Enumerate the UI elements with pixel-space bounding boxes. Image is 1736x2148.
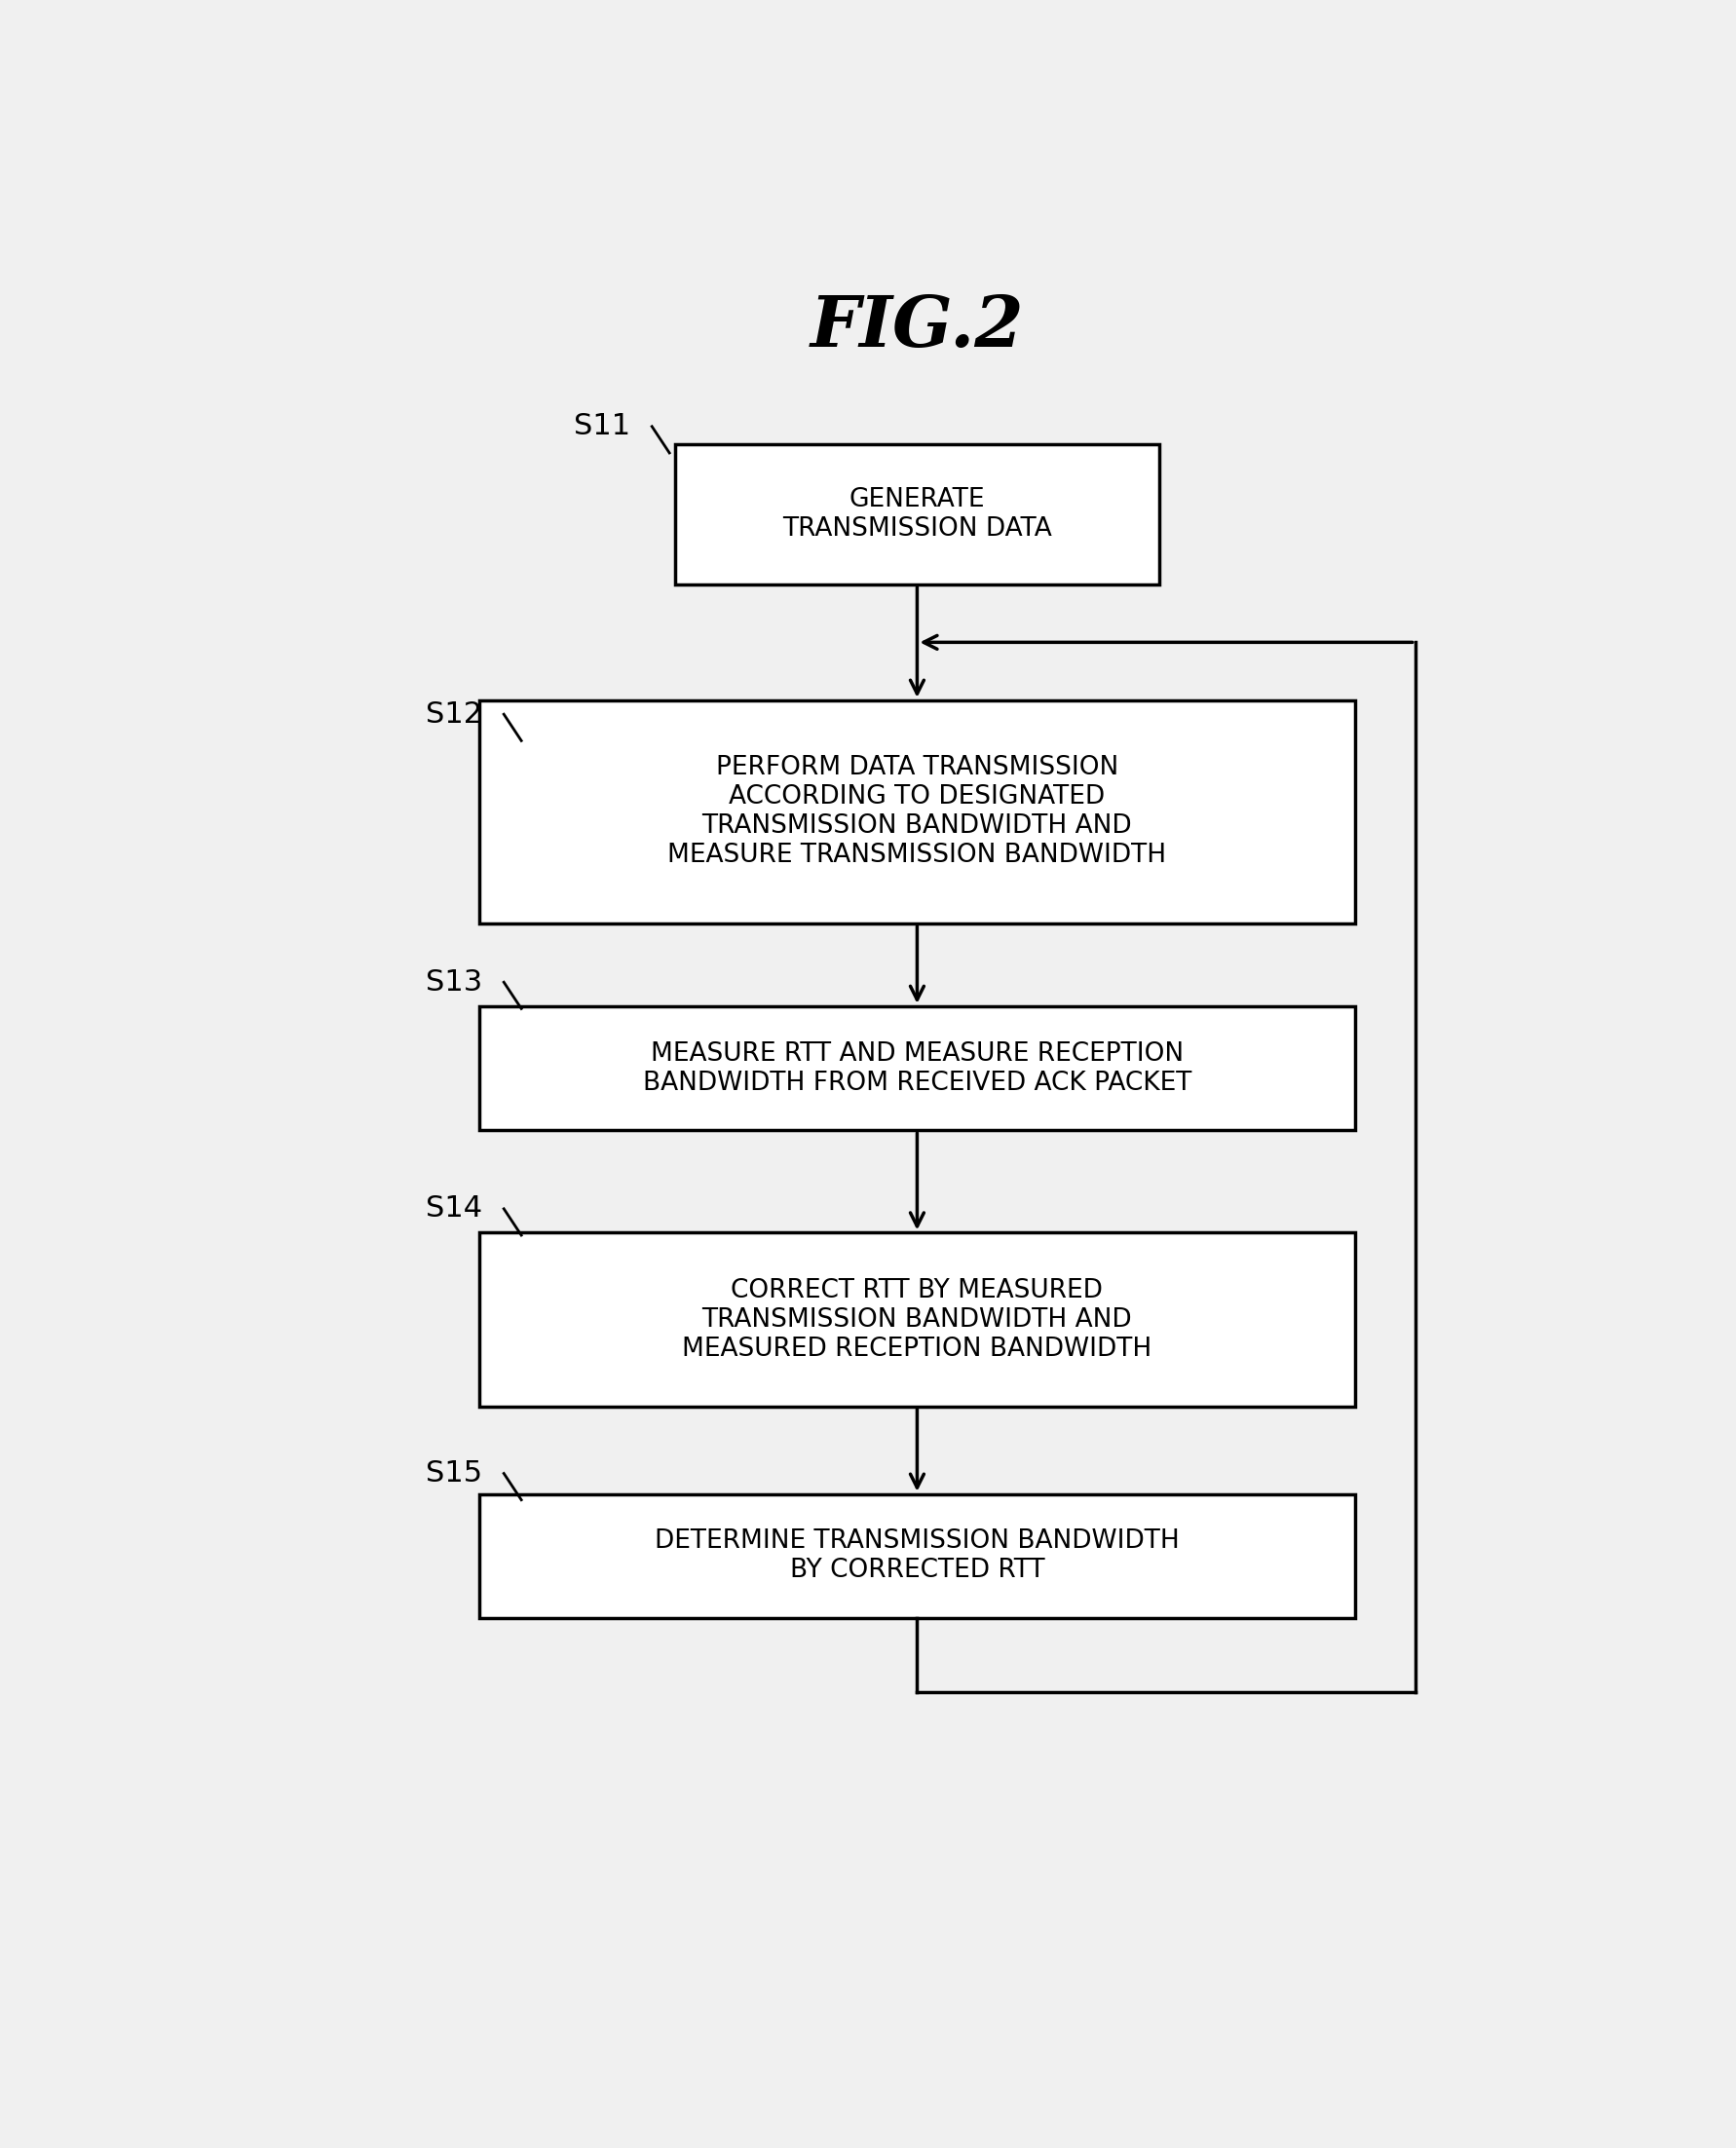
Text: CORRECT RTT BY MEASURED
TRANSMISSION BANDWIDTH AND
MEASURED RECEPTION BANDWIDTH: CORRECT RTT BY MEASURED TRANSMISSION BAN… (682, 1278, 1151, 1362)
Text: S13: S13 (425, 969, 483, 997)
Text: DETERMINE TRANSMISSION BANDWIDTH
BY CORRECTED RTT: DETERMINE TRANSMISSION BANDWIDTH BY CORR… (654, 1529, 1179, 1583)
Text: S14: S14 (425, 1194, 483, 1222)
Bar (479, 1233, 1354, 1407)
Bar (674, 445, 1160, 584)
Text: PERFORM DATA TRANSMISSION
ACCORDING TO DESIGNATED
TRANSMISSION BANDWIDTH AND
MEA: PERFORM DATA TRANSMISSION ACCORDING TO D… (667, 756, 1167, 868)
Text: MEASURE RTT AND MEASURE RECEPTION
BANDWIDTH FROM RECEIVED ACK PACKET: MEASURE RTT AND MEASURE RECEPTION BANDWI… (642, 1042, 1191, 1095)
Bar (479, 700, 1354, 924)
Text: FIG.2: FIG.2 (809, 292, 1024, 361)
Text: GENERATE
TRANSMISSION DATA: GENERATE TRANSMISSION DATA (781, 488, 1052, 541)
Text: S15: S15 (425, 1458, 483, 1489)
Text: S11: S11 (573, 412, 630, 440)
Bar (479, 1005, 1354, 1130)
Text: S12: S12 (425, 700, 483, 728)
Bar (479, 1495, 1354, 1617)
